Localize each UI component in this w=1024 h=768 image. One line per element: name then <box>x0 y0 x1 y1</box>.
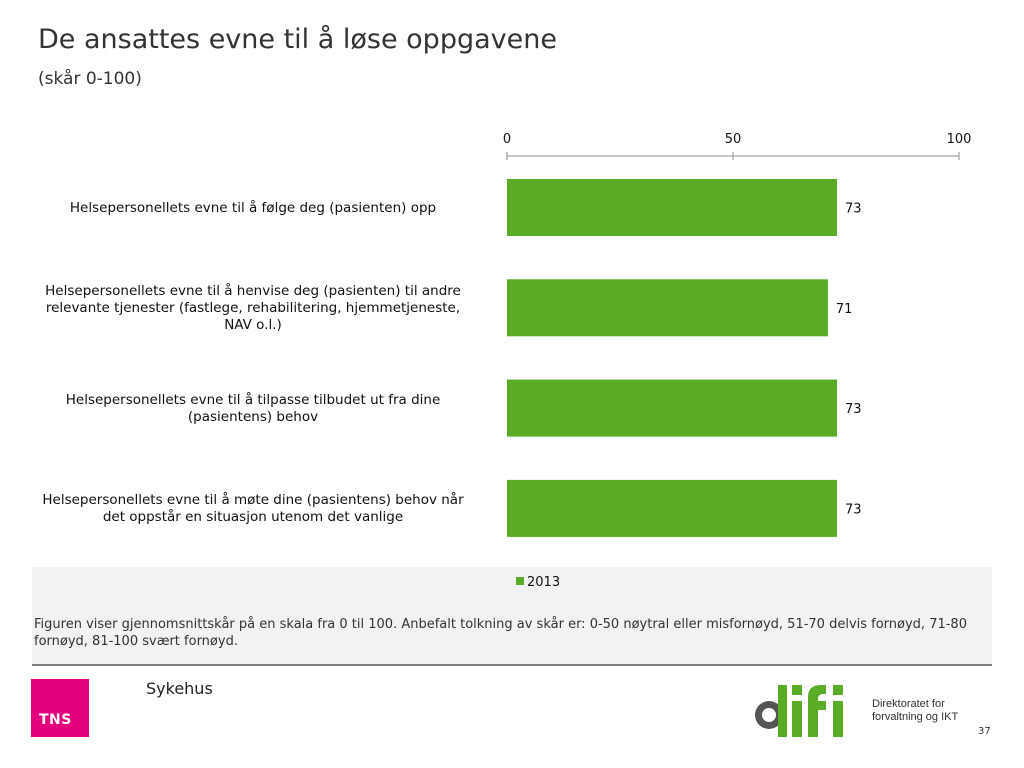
difi-line-1: Direktoratet for <box>872 698 945 710</box>
category-label: Helsepersonellets evne til å møte dine (… <box>18 492 488 526</box>
category-label-line: relevante tjenester (fastlege, rehabilit… <box>45 300 461 317</box>
category-label-line: NAV o.l.) <box>224 317 282 334</box>
x-tick-label: 0 <box>503 132 511 147</box>
legend-label: 2013 <box>527 575 561 590</box>
bar-value-label: 73 <box>845 402 862 417</box>
interpretation-note: Figuren viser gjennomsnittskår på en ska… <box>34 617 967 649</box>
bar <box>507 379 837 437</box>
x-tick-label: 100 <box>947 132 972 147</box>
category-label-line: Helsepersonellets evne til å møte dine (… <box>42 492 464 509</box>
footer-panel: 2013 Figuren viser gjennomsnittskår på e… <box>32 567 992 666</box>
bar-chart: 0 50 100 73 71 73 73 <box>503 132 972 537</box>
bar-value-label: 73 <box>845 502 862 517</box>
difi-logo <box>755 685 843 737</box>
page-number: 37 <box>978 726 991 737</box>
tns-logo: TNS <box>31 679 89 737</box>
category-label: Helsepersonellets evne til å tilpasse ti… <box>18 392 488 426</box>
category-label-line: Helsepersonellets evne til å følge deg (… <box>69 200 437 216</box>
category-label-line: det oppstår en situasjon utenom det vanl… <box>102 509 404 526</box>
category-label-line: Helsepersonellets evne til å tilpasse ti… <box>65 392 441 409</box>
category-label-line: Helsepersonellets evne til å henvise deg… <box>45 283 461 300</box>
segment-label: Sykehus <box>146 679 213 698</box>
bar-value-label: 73 <box>845 202 862 217</box>
x-tick-label: 50 <box>725 132 742 147</box>
bar <box>507 279 828 337</box>
difi-line-2: forvaltning og IKT <box>872 711 959 723</box>
chart-legend: 2013 <box>516 575 560 590</box>
bar-value-label: 71 <box>836 302 853 317</box>
slide-title: De ansattes evne til å løse oppgavene <box>38 24 557 55</box>
legend-swatch <box>516 577 524 585</box>
bar <box>507 179 837 236</box>
difi-wordmark: Direktoratet for forvaltning og IKT <box>872 698 958 724</box>
category-label-line: (pasientens) behov <box>187 409 319 426</box>
category-label: Helsepersonellets evne til å henvise deg… <box>18 283 488 334</box>
bar <box>507 479 837 537</box>
category-label: Helsepersonellets evne til å følge deg (… <box>18 200 488 217</box>
tns-logo-text: TNS <box>39 712 72 728</box>
slide-subtitle: (skår 0-100) <box>38 69 142 89</box>
